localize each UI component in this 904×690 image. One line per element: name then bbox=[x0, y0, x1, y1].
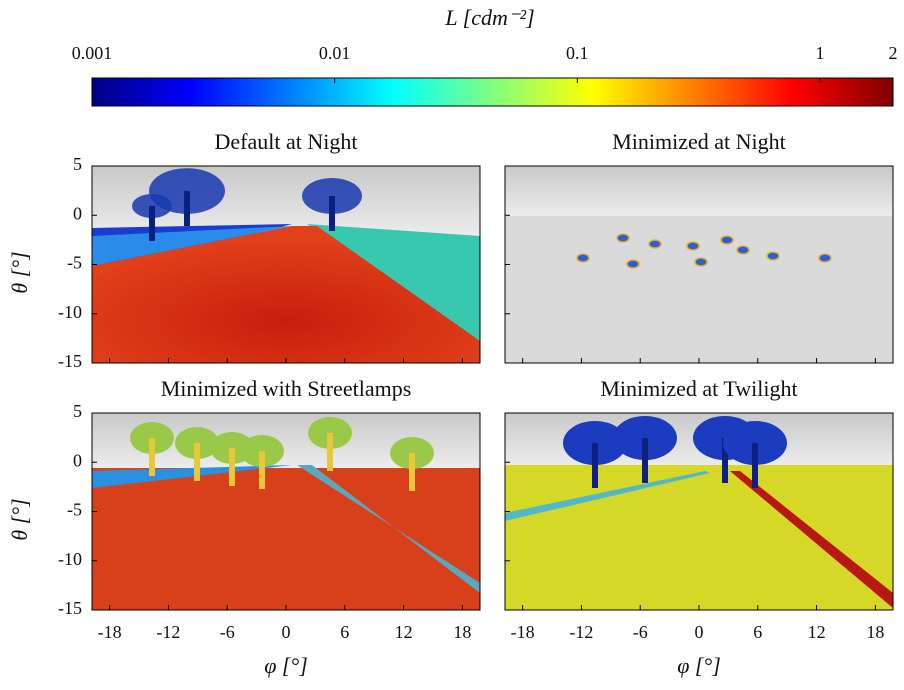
trunk bbox=[259, 451, 265, 489]
blob bbox=[577, 254, 589, 262]
x-tick-label: 0 bbox=[695, 622, 704, 642]
trunk bbox=[327, 433, 333, 471]
x-axis-label: φ [°] bbox=[677, 653, 721, 678]
x-tick-label: -12 bbox=[569, 622, 593, 642]
blob bbox=[767, 252, 779, 260]
y-tick-label: -15 bbox=[58, 351, 82, 371]
x-tick-label: 18 bbox=[453, 622, 471, 642]
colorbar bbox=[92, 78, 893, 106]
trunk bbox=[149, 438, 155, 476]
y-tick-label: -5 bbox=[67, 500, 82, 520]
trunk bbox=[184, 191, 190, 226]
x-tick-label: 6 bbox=[340, 622, 349, 642]
blob bbox=[819, 254, 831, 262]
blob bbox=[687, 242, 699, 250]
blob bbox=[627, 260, 639, 268]
blob bbox=[695, 258, 707, 266]
colorbar-tick-label: 0.001 bbox=[72, 43, 113, 63]
y-tick-label: 5 bbox=[73, 154, 82, 174]
trunk bbox=[592, 443, 598, 488]
colorbar-tick-label: 0.1 bbox=[566, 43, 589, 63]
y-tick-label: 0 bbox=[73, 450, 82, 470]
figure: L [cdm⁻²]0.0010.010.112Default at Night5… bbox=[0, 0, 904, 690]
trunk bbox=[329, 196, 335, 231]
panel-image bbox=[505, 413, 893, 610]
colorbar-tick-label: 0.01 bbox=[319, 43, 351, 63]
y-tick-label: -10 bbox=[58, 549, 82, 569]
x-tick-label: 12 bbox=[808, 622, 826, 642]
blob bbox=[721, 236, 733, 244]
panel-image bbox=[92, 166, 480, 363]
panel-image bbox=[92, 413, 480, 610]
x-tick-label: 0 bbox=[282, 622, 291, 642]
y-tick-label: -5 bbox=[67, 253, 82, 273]
y-axis-label: θ [°] bbox=[7, 251, 32, 293]
blob bbox=[617, 234, 629, 242]
y-tick-label: 5 bbox=[73, 401, 82, 421]
panel-image bbox=[505, 166, 893, 363]
x-tick-label: -12 bbox=[156, 622, 180, 642]
y-tick-label: -10 bbox=[58, 302, 82, 322]
x-tick-label: -6 bbox=[633, 622, 648, 642]
blob bbox=[737, 246, 749, 254]
x-tick-label: 6 bbox=[753, 622, 762, 642]
trunk bbox=[229, 448, 235, 486]
blob bbox=[649, 240, 661, 248]
panel-title: Minimized at Night bbox=[612, 129, 786, 154]
panel-title: Minimized with Streetlamps bbox=[161, 376, 412, 401]
x-tick-label: 18 bbox=[866, 622, 884, 642]
colorbar-tick-label: 2 bbox=[889, 43, 898, 63]
x-axis-label: φ [°] bbox=[264, 653, 308, 678]
trunk bbox=[149, 206, 155, 241]
y-axis-label: θ [°] bbox=[7, 498, 32, 540]
colorbar-tick-label: 1 bbox=[815, 43, 824, 63]
colorbar-label: L [cdm⁻²] bbox=[444, 5, 534, 30]
panel-title: Minimized at Twilight bbox=[600, 376, 797, 401]
y-tick-label: -15 bbox=[58, 598, 82, 618]
trunk bbox=[642, 438, 648, 483]
x-tick-label: -18 bbox=[98, 622, 122, 642]
sky bbox=[505, 166, 893, 216]
x-tick-label: -6 bbox=[220, 622, 235, 642]
panel-title: Default at Night bbox=[215, 129, 358, 154]
trunk bbox=[752, 443, 758, 488]
trunk bbox=[409, 453, 415, 491]
y-tick-label: 0 bbox=[73, 203, 82, 223]
x-tick-label: -18 bbox=[511, 622, 535, 642]
trunk bbox=[194, 443, 200, 481]
x-tick-label: 12 bbox=[395, 622, 413, 642]
